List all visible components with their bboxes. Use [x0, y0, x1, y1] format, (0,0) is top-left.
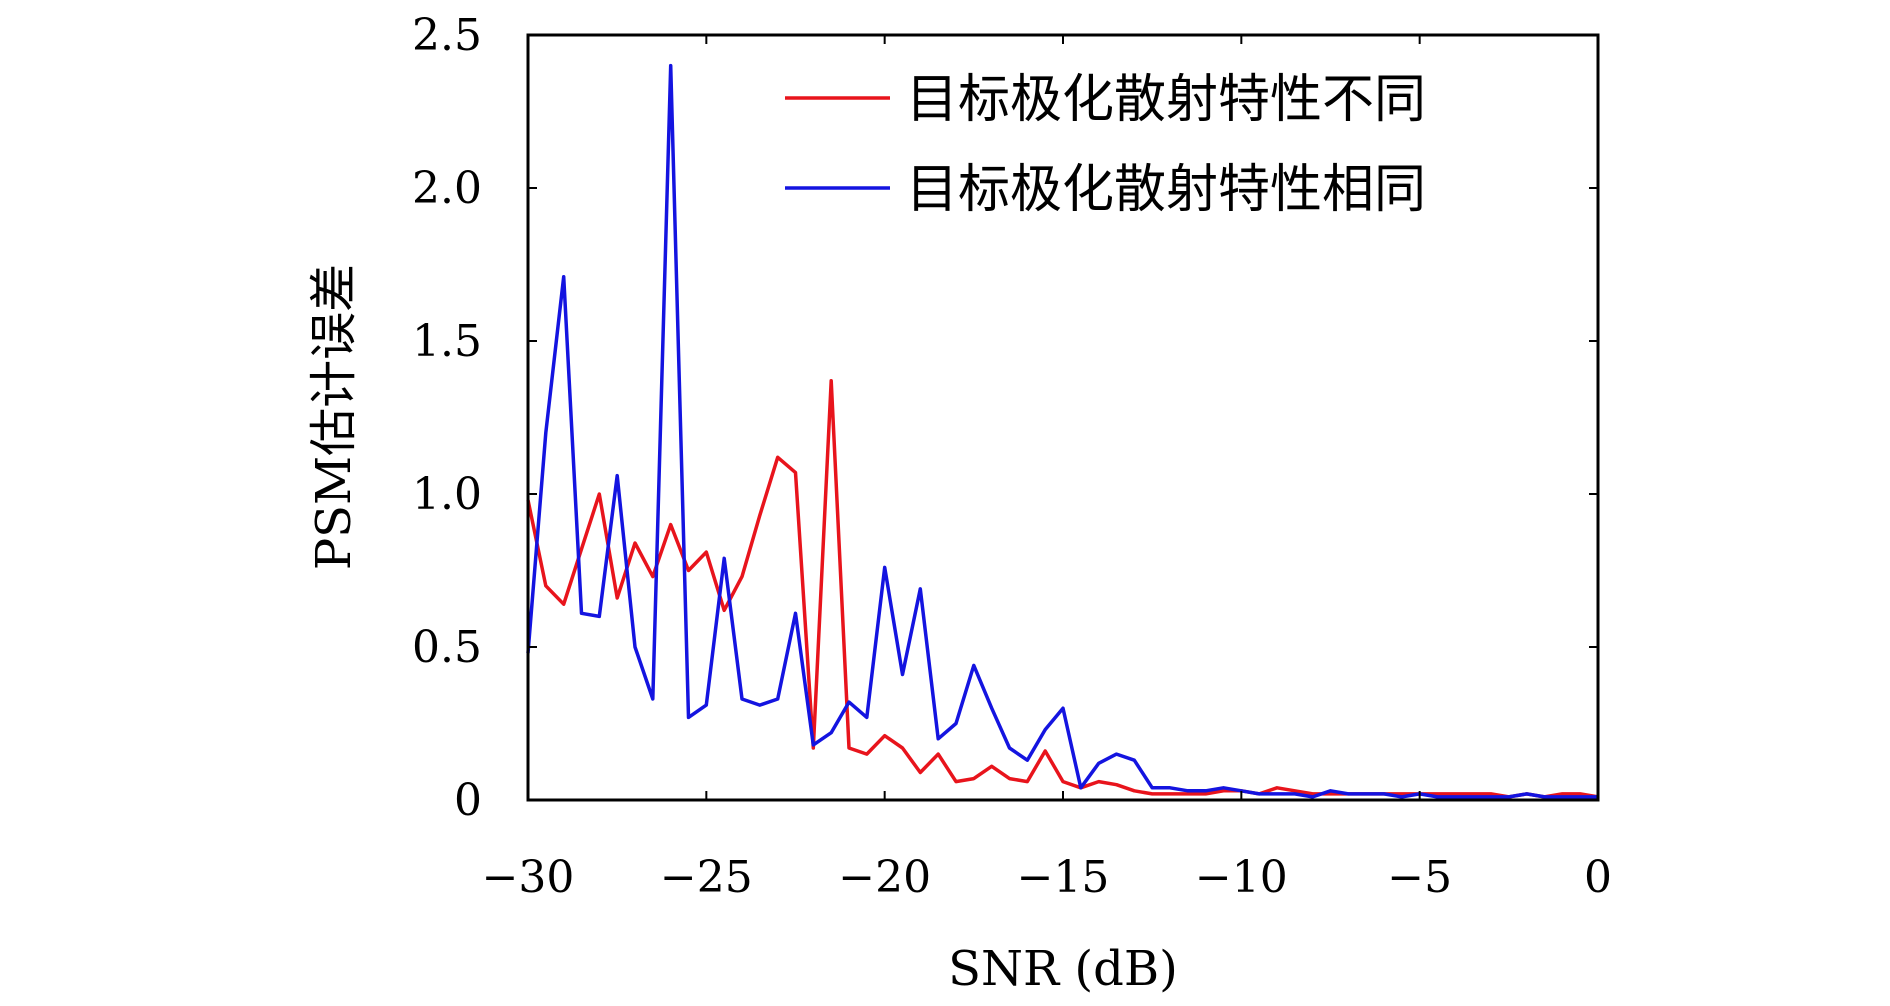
series-line-red — [526, 379, 1599, 799]
ticks-layer: −30 −25 −20 −15 −10 −5 0 0 0.5 1.0 1.5 2.0 2.5 — [412, 10, 1612, 903]
y-tick-label: 2.0 — [412, 163, 482, 214]
x-tick-label: −15 — [1017, 852, 1110, 903]
legend-label-blue: 目标极化散射特性相同 — [906, 160, 1426, 220]
x-tick-label: −25 — [660, 852, 753, 903]
y-tick-label: 0 — [454, 775, 482, 826]
x-tick-label: −10 — [1195, 852, 1288, 903]
y-axis-title: PSM估计误差 — [306, 264, 362, 570]
x-tick-label: −30 — [482, 852, 575, 903]
y-tick-label: 0.5 — [412, 622, 482, 673]
y-tick-label: 2.5 — [412, 10, 482, 61]
x-tick-label: 0 — [1584, 852, 1612, 903]
legend-label-red: 目标极化散射特性不同 — [906, 70, 1426, 130]
y-tick-label: 1.5 — [412, 316, 482, 367]
legend: 目标极化散射特性不同 目标极化散射特性相同 — [785, 70, 1426, 220]
y-tick-label: 1.0 — [412, 469, 482, 520]
x-tick-label: −20 — [838, 852, 931, 903]
x-tick-label: −5 — [1387, 852, 1452, 903]
x-axis-title: SNR (dB) — [948, 941, 1178, 997]
